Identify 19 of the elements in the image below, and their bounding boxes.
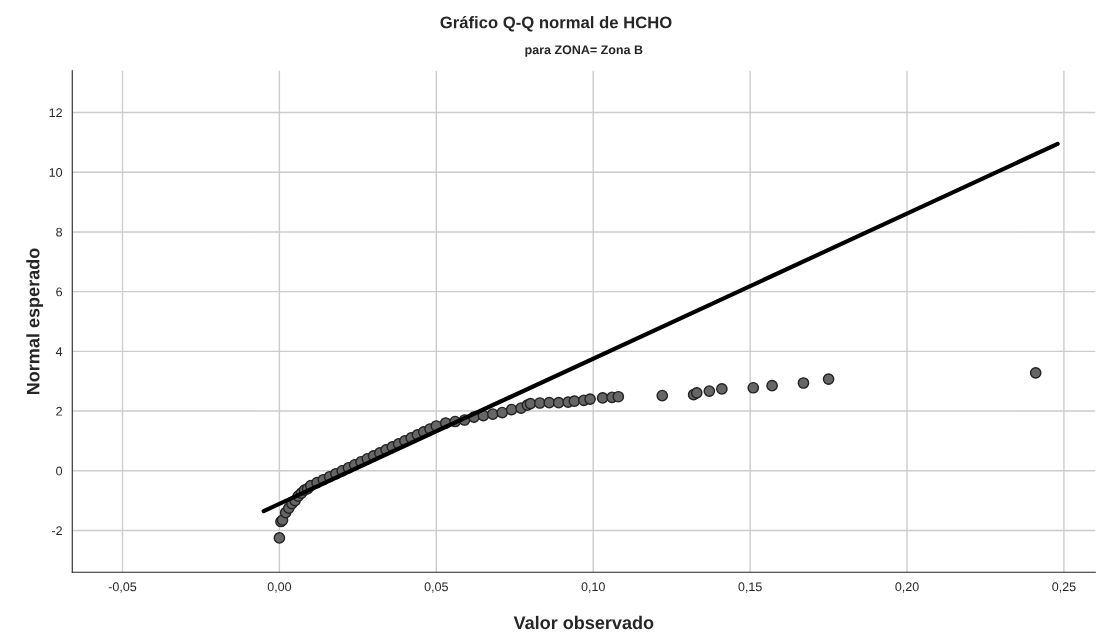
x-tick-label: 0,25 [1052,582,1076,593]
x-tick-label: 0,00 [267,582,292,593]
x-tick-label: -0,05 [108,582,137,593]
x-tick-label: 0,10 [581,582,605,593]
y-tick-label: -2 [52,526,62,535]
x-tick-label: 0,05 [424,582,448,593]
y-axis-title: Normal esperado [26,248,44,395]
x-tick-label: 0,20 [895,582,919,593]
y-tick-label: 6 [56,287,63,297]
y-tick-label: 8 [56,227,63,237]
x-tick-label: 0,15 [738,582,762,593]
y-tick-label: 4 [55,347,63,356]
y-tick-label: 10 [49,168,63,177]
x-axis-title: Valor observado [513,615,654,630]
chart-subtitle: para ZONA= Zona B [525,45,643,57]
y-tick-label: 12 [49,108,62,118]
y-tick-label: 0 [56,466,63,476]
y-tick-label: 2 [56,406,62,416]
chart-title: Gráfico Q-Q normal de HCHO [440,15,672,32]
